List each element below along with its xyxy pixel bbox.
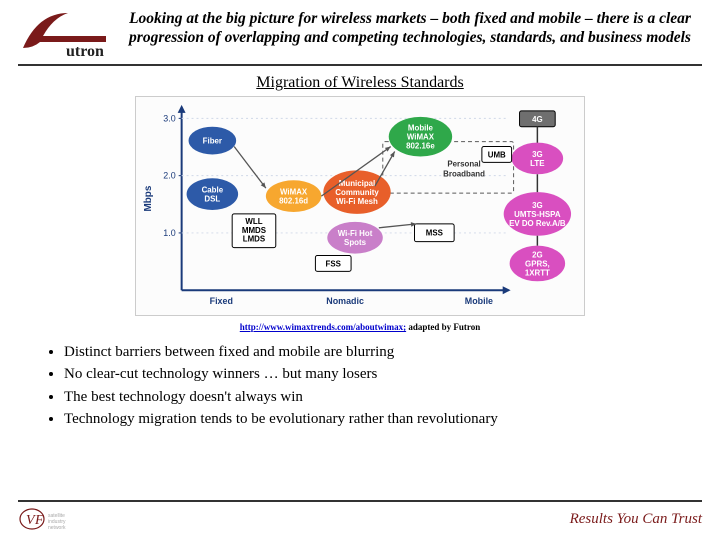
svg-text:UMB: UMB bbox=[488, 150, 506, 159]
svg-text:MSS: MSS bbox=[426, 229, 443, 238]
svg-text:utron: utron bbox=[66, 43, 104, 58]
svg-text:LMDS: LMDS bbox=[243, 235, 265, 244]
svg-text:3G: 3G bbox=[532, 201, 543, 210]
footer: V F satellite industry network Results Y… bbox=[18, 500, 702, 532]
svg-text:EV DO Rev.A/B: EV DO Rev.A/B bbox=[509, 219, 566, 228]
list-item: The best technology doesn't always win bbox=[64, 387, 702, 407]
svg-text:1XRTT: 1XRTT bbox=[525, 268, 550, 277]
bullet-list: Distinct barriers between fixed and mobi… bbox=[18, 342, 702, 431]
svg-text:WiMAX: WiMAX bbox=[280, 188, 308, 197]
svg-text:Spots: Spots bbox=[344, 238, 367, 247]
migration-chart: 1.0 2.0 3.0 Mbps Fixed Nomadic Mobile PersonalB… bbox=[135, 96, 585, 316]
source-suffix: adapted by Futron bbox=[406, 322, 480, 332]
svg-text:DSL: DSL bbox=[204, 195, 220, 204]
list-item: Distinct barriers between fixed and mobi… bbox=[64, 342, 702, 362]
svg-text:GPRS,: GPRS, bbox=[525, 259, 550, 268]
svg-text:Mobile: Mobile bbox=[408, 124, 434, 133]
source-link[interactable]: http://www.wimaxtrends.com/aboutwimax; bbox=[240, 322, 406, 332]
svg-text:LTE: LTE bbox=[530, 159, 544, 168]
svg-text:4G: 4G bbox=[532, 115, 543, 124]
svg-text:2.0: 2.0 bbox=[163, 171, 175, 181]
svg-text:network: network bbox=[48, 525, 66, 531]
svg-text:Wi-Fi Hot: Wi-Fi Hot bbox=[338, 229, 373, 238]
svg-text:802.16e: 802.16e bbox=[406, 142, 435, 151]
svg-text:MMDS: MMDS bbox=[242, 226, 266, 235]
svg-text:Personal: Personal bbox=[447, 159, 480, 168]
svg-text:Broadband: Broadband bbox=[443, 169, 485, 178]
svg-text:FSS: FSS bbox=[326, 259, 341, 268]
svg-text:Mbps: Mbps bbox=[143, 185, 154, 211]
svg-text:UMTS-HSPA: UMTS-HSPA bbox=[514, 210, 561, 219]
source-citation: http://www.wimaxtrends.com/aboutwimax; a… bbox=[18, 322, 702, 332]
svg-text:Wi-Fi Mesh: Wi-Fi Mesh bbox=[336, 197, 378, 206]
svg-text:Community: Community bbox=[335, 188, 379, 197]
svg-text:WLL: WLL bbox=[245, 217, 262, 226]
svg-text:Nomadic: Nomadic bbox=[326, 296, 364, 306]
vf-logo: V F satellite industry network bbox=[18, 506, 108, 532]
list-item: Technology migration tends to be evoluti… bbox=[64, 409, 702, 429]
futron-logo: utron bbox=[18, 8, 108, 58]
svg-text:Municipal: Municipal bbox=[339, 179, 375, 188]
svg-text:Fiber: Fiber bbox=[203, 137, 222, 146]
chart-title: Migration of Wireless Standards bbox=[18, 74, 702, 92]
svg-text:Mobile: Mobile bbox=[465, 296, 493, 306]
list-item: No clear-cut technology winners … but ma… bbox=[64, 364, 702, 384]
svg-text:802.16d: 802.16d bbox=[279, 197, 308, 206]
svg-text:3.0: 3.0 bbox=[163, 113, 175, 123]
svg-text:Fixed: Fixed bbox=[210, 296, 233, 306]
svg-text:1.0: 1.0 bbox=[163, 228, 175, 238]
header-row: utron Looking at the big picture for wir… bbox=[18, 8, 702, 66]
svg-text:3G: 3G bbox=[532, 150, 543, 159]
footer-tagline: Results You Can Trust bbox=[570, 511, 702, 528]
svg-text:Cable: Cable bbox=[202, 186, 224, 195]
slide-title: Looking at the big picture for wireless … bbox=[118, 8, 702, 47]
svg-text:2G: 2G bbox=[532, 251, 543, 260]
svg-text:WiMAX: WiMAX bbox=[407, 133, 435, 142]
svg-text:F: F bbox=[34, 513, 44, 528]
